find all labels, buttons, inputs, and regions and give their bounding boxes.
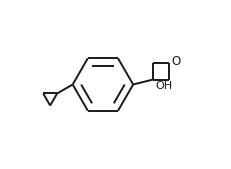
Text: OH: OH [155,81,172,91]
Text: O: O [171,55,180,68]
